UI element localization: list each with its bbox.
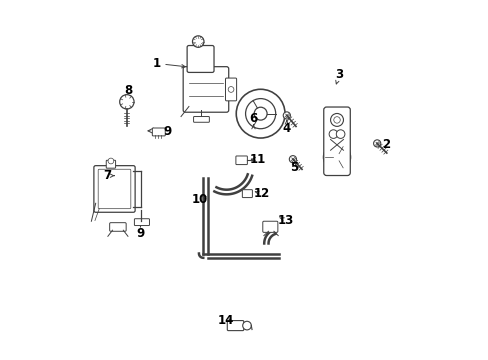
FancyBboxPatch shape bbox=[183, 67, 228, 112]
Text: 3: 3 bbox=[335, 68, 343, 81]
Text: 9: 9 bbox=[136, 226, 144, 239]
Text: 1: 1 bbox=[152, 57, 161, 70]
Text: 6: 6 bbox=[249, 112, 257, 125]
Text: 7: 7 bbox=[103, 169, 111, 182]
Circle shape bbox=[192, 36, 203, 47]
Circle shape bbox=[120, 95, 134, 109]
FancyBboxPatch shape bbox=[134, 219, 149, 226]
Circle shape bbox=[373, 140, 380, 147]
Text: 2: 2 bbox=[381, 138, 389, 150]
Circle shape bbox=[330, 113, 343, 126]
Circle shape bbox=[228, 87, 233, 92]
FancyBboxPatch shape bbox=[106, 160, 115, 168]
Circle shape bbox=[254, 107, 266, 120]
Circle shape bbox=[289, 156, 296, 163]
Text: 13: 13 bbox=[277, 214, 293, 227]
Text: 4: 4 bbox=[282, 122, 290, 135]
Circle shape bbox=[333, 117, 340, 123]
FancyBboxPatch shape bbox=[225, 78, 236, 101]
FancyBboxPatch shape bbox=[262, 221, 277, 232]
FancyBboxPatch shape bbox=[94, 166, 135, 212]
Circle shape bbox=[245, 99, 275, 129]
Circle shape bbox=[323, 144, 350, 171]
Circle shape bbox=[329, 150, 344, 165]
Circle shape bbox=[328, 130, 337, 138]
FancyBboxPatch shape bbox=[242, 190, 252, 198]
Text: 12: 12 bbox=[253, 187, 269, 200]
Text: 5: 5 bbox=[289, 161, 298, 174]
FancyBboxPatch shape bbox=[152, 128, 165, 136]
Text: 9: 9 bbox=[163, 125, 171, 138]
FancyBboxPatch shape bbox=[235, 156, 247, 165]
Circle shape bbox=[242, 321, 251, 330]
Text: 8: 8 bbox=[123, 84, 132, 97]
FancyBboxPatch shape bbox=[227, 320, 244, 330]
FancyBboxPatch shape bbox=[109, 223, 126, 231]
Text: 14: 14 bbox=[217, 314, 234, 327]
Circle shape bbox=[236, 89, 285, 138]
FancyBboxPatch shape bbox=[98, 169, 131, 209]
Circle shape bbox=[108, 158, 114, 164]
Circle shape bbox=[336, 130, 344, 138]
Text: 10: 10 bbox=[191, 193, 207, 206]
FancyBboxPatch shape bbox=[323, 107, 349, 176]
FancyBboxPatch shape bbox=[193, 117, 209, 122]
FancyBboxPatch shape bbox=[187, 45, 214, 72]
Text: 11: 11 bbox=[249, 153, 265, 166]
Circle shape bbox=[283, 112, 290, 119]
